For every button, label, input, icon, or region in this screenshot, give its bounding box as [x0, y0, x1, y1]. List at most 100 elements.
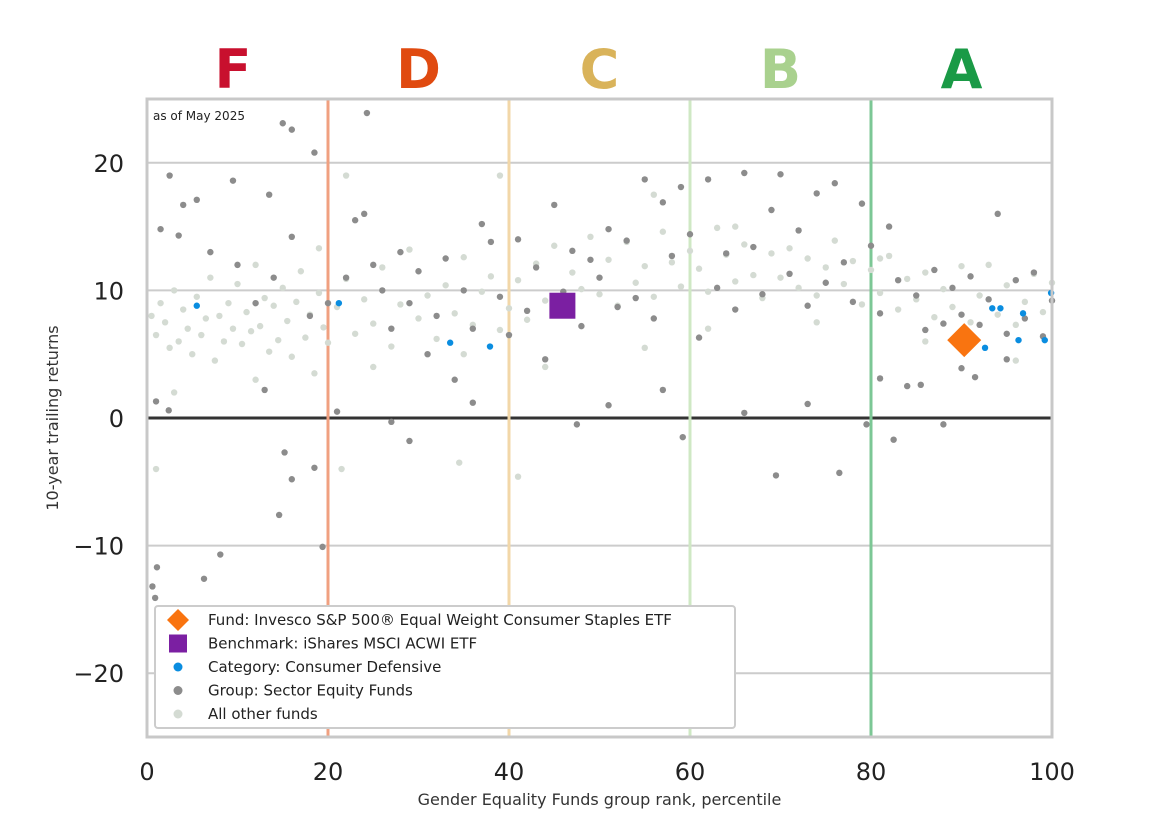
y-tick-1: 10 [93, 277, 124, 305]
point-0-56 [478, 288, 486, 295]
x-tick-3: 60 [675, 758, 706, 786]
x-tick-5: 100 [1029, 758, 1075, 786]
point-0-12 [202, 315, 210, 322]
point-0-15 [216, 312, 223, 320]
point-1-70 [723, 250, 730, 257]
point-1-116 [152, 398, 160, 405]
point-2-3 [486, 343, 494, 350]
point-1-33 [388, 325, 395, 332]
point-1-59 [623, 237, 630, 244]
point-1-110 [863, 421, 870, 428]
grade-label-c: C [580, 38, 620, 101]
point-1-61 [641, 176, 648, 183]
point-0-116 [1021, 298, 1029, 306]
point-0-84 [732, 278, 739, 285]
point-1-92 [922, 326, 929, 334]
point-1-57 [605, 225, 612, 233]
point-1-75 [768, 206, 775, 214]
series-3 [549, 292, 576, 319]
point-1-73 [750, 243, 757, 251]
point-0-4 [166, 344, 173, 352]
point-0-75 [650, 293, 657, 300]
point-0-6 [175, 338, 182, 345]
point-0-10 [193, 293, 200, 300]
point-0-63 [542, 297, 549, 304]
point-2-0 [193, 302, 200, 309]
benchmark-marker [549, 292, 576, 319]
fund-marker [947, 323, 982, 358]
x-tick-0: 0 [139, 758, 154, 786]
grade-label-f: F [215, 38, 252, 101]
point-0-76 [659, 228, 667, 235]
point-0-70 [605, 256, 612, 263]
scatter-points [148, 109, 1056, 602]
legend-marker-0 [167, 609, 189, 631]
point-1-2 [153, 564, 161, 571]
point-1-69 [713, 284, 721, 292]
point-0-115 [1012, 321, 1019, 329]
point-1-12 [311, 149, 318, 156]
point-1-6 [319, 543, 326, 551]
point-0-120 [170, 389, 178, 396]
point-1-77 [786, 270, 793, 278]
point-1-83 [840, 259, 848, 266]
point-0-30 [284, 317, 291, 325]
point-0-46 [388, 343, 395, 350]
point-0-124 [641, 344, 648, 352]
point-0-78 [677, 283, 685, 290]
point-1-18 [175, 232, 182, 239]
point-0-134 [342, 172, 350, 179]
gridlines [147, 161, 1052, 675]
point-1-129 [971, 373, 979, 381]
point-1-8 [288, 476, 295, 483]
point-1-104 [1030, 269, 1038, 276]
point-0-93 [813, 292, 820, 299]
grade-label-a: A [941, 38, 983, 101]
legend-marker-2 [173, 662, 183, 672]
point-0-132 [456, 459, 463, 466]
legend-label-2: Category: Consumer Defensive [208, 658, 441, 676]
point-1-94 [940, 320, 947, 327]
point-0-38 [320, 324, 327, 331]
point-0-90 [786, 245, 793, 252]
point-0-45 [379, 264, 386, 271]
point-1-21 [207, 248, 214, 256]
point-1-22 [234, 261, 241, 269]
point-1-126 [917, 381, 924, 389]
point-2-2 [446, 339, 454, 346]
point-0-16 [220, 338, 228, 345]
point-1-96 [958, 311, 965, 318]
point-0-110 [967, 319, 974, 326]
point-1-79 [804, 302, 811, 309]
point-0-91 [795, 284, 802, 292]
point-0-11 [198, 331, 205, 339]
point-2-6 [997, 305, 1004, 312]
point-1-19 [180, 201, 187, 209]
point-0-2 [157, 299, 164, 307]
point-1-50 [542, 356, 549, 363]
point-1-4 [217, 551, 224, 558]
legend: Fund: Invesco S&P 500® Equal Weight Cons… [154, 605, 736, 729]
point-1-71 [732, 306, 739, 313]
y-tick-0: 20 [93, 150, 124, 178]
point-1-91 [913, 292, 920, 299]
point-1-86 [867, 242, 875, 249]
point-0-129 [542, 363, 549, 371]
point-1-40 [451, 376, 458, 383]
y-tick-labels: 20 10 0 −10 −20 [73, 150, 124, 688]
point-0-139 [876, 255, 884, 262]
point-1-15 [229, 177, 237, 184]
point-0-61 [523, 316, 531, 323]
point-1-76 [777, 171, 784, 178]
point-0-3 [161, 319, 169, 326]
point-1-114 [573, 421, 581, 428]
point-0-111 [976, 292, 983, 299]
point-1-3 [200, 575, 208, 582]
point-0-69 [596, 291, 603, 298]
point-1-123 [741, 409, 748, 417]
legend-marker-4 [173, 709, 183, 719]
point-1-47 [514, 236, 522, 243]
point-0-135 [496, 172, 504, 179]
point-1-80 [813, 190, 820, 197]
point-0-39 [324, 339, 332, 346]
